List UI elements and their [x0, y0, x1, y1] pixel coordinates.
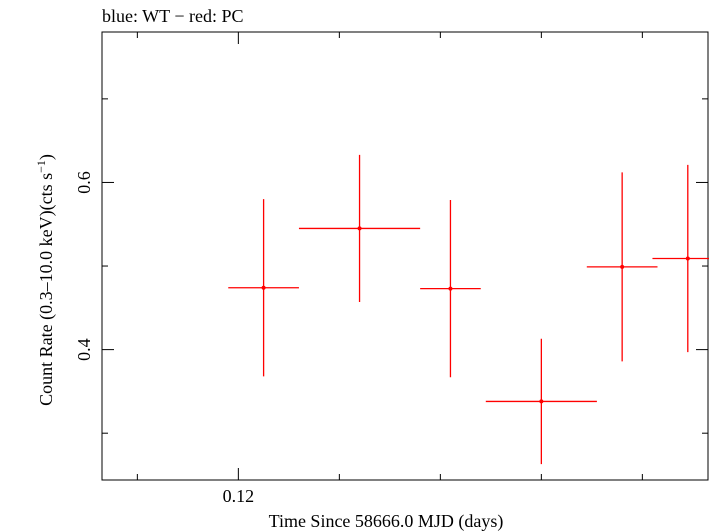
y-tick-label: 0.4: [74, 338, 94, 361]
point-marker: [685, 256, 690, 261]
plot-frame: [101, 31, 709, 481]
data-point: [586, 172, 658, 362]
data-point: [652, 164, 709, 353]
y-axis-label-close: ): [36, 154, 57, 160]
data-point: [485, 338, 597, 465]
chart-title: blue: WT − red: PC: [102, 6, 243, 26]
data-point: [298, 154, 421, 302]
point-marker: [357, 226, 362, 231]
x-axis-label: Time Since 58666.0 MJD (days): [269, 511, 504, 532]
data-point: [228, 199, 299, 377]
point-marker: [448, 286, 453, 291]
x-tick-labels: 0.120.1250.13: [223, 486, 255, 506]
y-tick-labels: 0.4 0.6: [74, 171, 94, 361]
point-marker: [539, 399, 544, 404]
x-tick-label: 0.12: [223, 486, 255, 506]
data-point: [420, 200, 481, 378]
y-tick-label: 0.6: [74, 171, 94, 194]
point-marker: [261, 285, 266, 290]
y-axis-label: Count Rate (0.3–10.0 keV)(cts s−1): [34, 154, 57, 406]
point-marker: [620, 264, 625, 269]
y-axis-label-exponent: −1: [34, 160, 48, 173]
data-points: [228, 154, 709, 465]
axis-ticks: [102, 32, 708, 480]
y-axis-label-main: Count Rate (0.3–10.0 keV)(cts s: [36, 173, 57, 406]
